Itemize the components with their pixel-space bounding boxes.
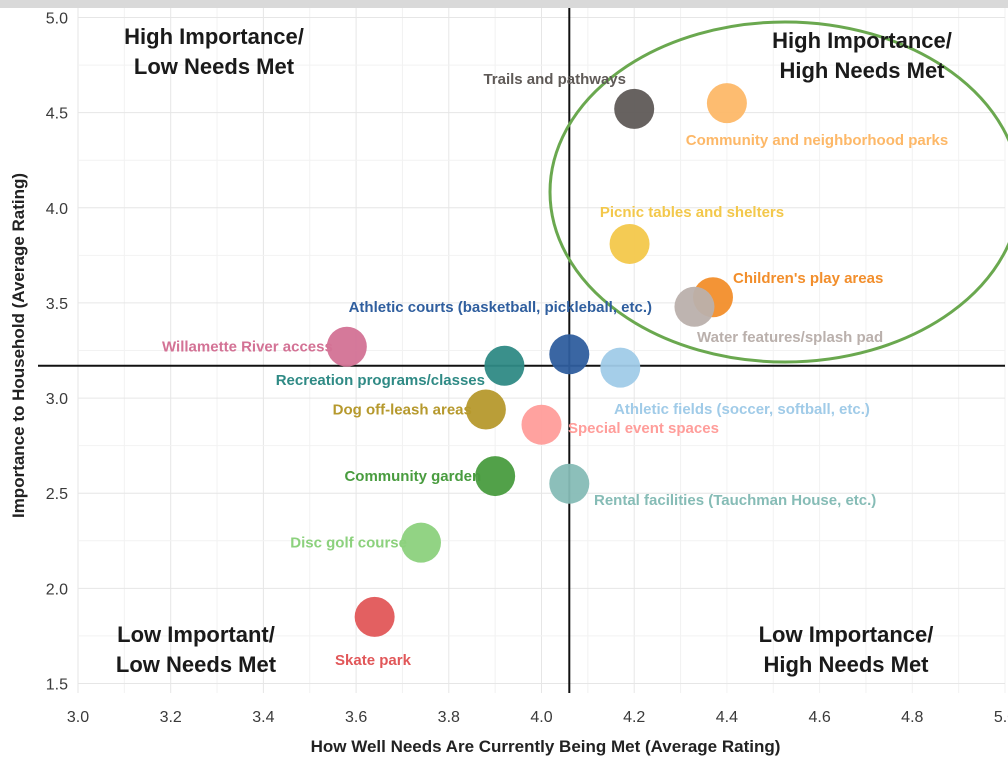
y-tick-label: 3.0 <box>46 391 68 408</box>
quadrant-label-bottom-right: High Needs Met <box>763 652 929 677</box>
y-tick-label: 2.5 <box>46 486 68 503</box>
y-tick-label: 2.0 <box>46 581 68 598</box>
data-point <box>521 404 562 445</box>
data-point <box>549 334 590 375</box>
top-strip <box>0 0 1008 8</box>
x-tick-label: 5.0 <box>994 709 1008 726</box>
x-tick-label: 3.8 <box>438 709 460 726</box>
data-point <box>400 522 441 563</box>
quadrant-label-top-left: Low Needs Met <box>134 54 295 79</box>
point-label: Willamette River access <box>162 339 333 356</box>
point-label: Skate park <box>335 652 412 669</box>
data-point <box>614 88 655 129</box>
data-point <box>475 456 516 497</box>
point-label: Athletic courts (basketball, pickleball,… <box>349 299 652 316</box>
quadrant-label-bottom-right: Low Importance/ <box>759 622 934 647</box>
point-label: Dog off-leash areas <box>333 401 472 418</box>
data-point <box>674 286 715 327</box>
x-tick-label: 3.0 <box>67 709 89 726</box>
x-tick-label: 4.2 <box>623 709 645 726</box>
quadrant-label-top-right: High Importance/ <box>772 28 952 53</box>
data-point <box>326 326 367 367</box>
y-tick-label: 3.5 <box>46 296 68 313</box>
point-label: Special event spaces <box>568 420 719 437</box>
point-label: Community garden <box>344 468 481 485</box>
x-axis-title: How Well Needs Are Currently Being Met (… <box>311 737 781 756</box>
point-label: Rental facilities (Tauchman House, etc.) <box>594 492 876 509</box>
data-point <box>706 83 747 124</box>
data-point <box>600 347 641 388</box>
point-label: Community and neighborhood parks <box>686 132 949 149</box>
y-tick-label: 1.5 <box>46 676 68 693</box>
quadrant-label-top-right: High Needs Met <box>779 58 945 83</box>
x-tick-label: 4.8 <box>901 709 923 726</box>
quadrant-label-bottom-left: Low Important/ <box>117 622 275 647</box>
highlight-ellipse <box>548 20 1008 364</box>
x-tick-label: 3.4 <box>252 709 274 726</box>
data-point <box>484 345 525 386</box>
x-tick-label: 3.6 <box>345 709 367 726</box>
data-point <box>549 463 590 504</box>
point-label: Athletic fields (soccer, softball, etc.) <box>614 401 870 418</box>
point-label: Disc golf course <box>290 535 407 552</box>
y-tick-label: 4.5 <box>46 106 68 123</box>
quadrant-label-bottom-left: Low Needs Met <box>116 652 277 677</box>
x-tick-label: 4.6 <box>808 709 830 726</box>
x-tick-label: 4.4 <box>716 709 738 726</box>
point-label: Children's play areas <box>733 270 883 287</box>
data-point <box>609 223 650 264</box>
y-tick-label: 4.0 <box>46 201 68 218</box>
quadrant-label-top-left: High Importance/ <box>124 24 304 49</box>
x-tick-label: 3.2 <box>160 709 182 726</box>
point-label: Water features/splash pad <box>697 329 883 346</box>
data-point <box>354 596 395 637</box>
y-tick-label: 5.0 <box>46 11 68 28</box>
point-label: Picnic tables and shelters <box>600 204 784 221</box>
data-point <box>465 389 506 430</box>
y-axis-title: Importance to Household (Average Rating) <box>9 173 28 518</box>
point-label: Recreation programs/classes <box>276 372 485 389</box>
point-label: Trails and pathways <box>483 71 626 88</box>
x-tick-label: 4.0 <box>530 709 552 726</box>
